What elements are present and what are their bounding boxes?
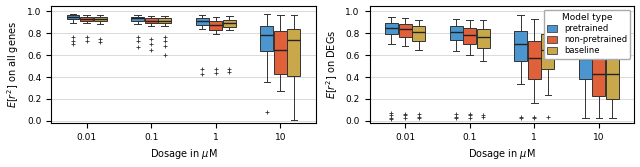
Y-axis label: $E[r^2]$ on DEGs: $E[r^2]$ on DEGs bbox=[324, 30, 340, 99]
Y-axis label: $E[r^2]$ on all genes: $E[r^2]$ on all genes bbox=[6, 21, 21, 108]
PathPatch shape bbox=[412, 26, 425, 41]
PathPatch shape bbox=[541, 34, 554, 69]
PathPatch shape bbox=[209, 22, 222, 30]
PathPatch shape bbox=[450, 26, 463, 40]
PathPatch shape bbox=[399, 24, 412, 37]
PathPatch shape bbox=[80, 17, 93, 21]
PathPatch shape bbox=[463, 28, 476, 44]
PathPatch shape bbox=[385, 23, 398, 34]
PathPatch shape bbox=[196, 18, 209, 25]
PathPatch shape bbox=[93, 17, 107, 22]
PathPatch shape bbox=[145, 18, 157, 23]
X-axis label: Dosage in $\mu$M: Dosage in $\mu$M bbox=[150, 147, 217, 161]
PathPatch shape bbox=[515, 31, 527, 61]
PathPatch shape bbox=[158, 18, 171, 23]
PathPatch shape bbox=[223, 20, 236, 27]
PathPatch shape bbox=[67, 16, 79, 19]
PathPatch shape bbox=[593, 51, 605, 96]
PathPatch shape bbox=[579, 41, 592, 79]
PathPatch shape bbox=[274, 31, 287, 74]
PathPatch shape bbox=[260, 26, 273, 51]
PathPatch shape bbox=[528, 41, 541, 79]
X-axis label: Dosage in $\mu$M: Dosage in $\mu$M bbox=[468, 147, 536, 161]
PathPatch shape bbox=[606, 51, 619, 99]
PathPatch shape bbox=[477, 29, 490, 48]
Legend: pretrained, non-pretrained, baseline: pretrained, non-pretrained, baseline bbox=[544, 10, 630, 59]
PathPatch shape bbox=[131, 17, 144, 21]
PathPatch shape bbox=[287, 29, 300, 76]
